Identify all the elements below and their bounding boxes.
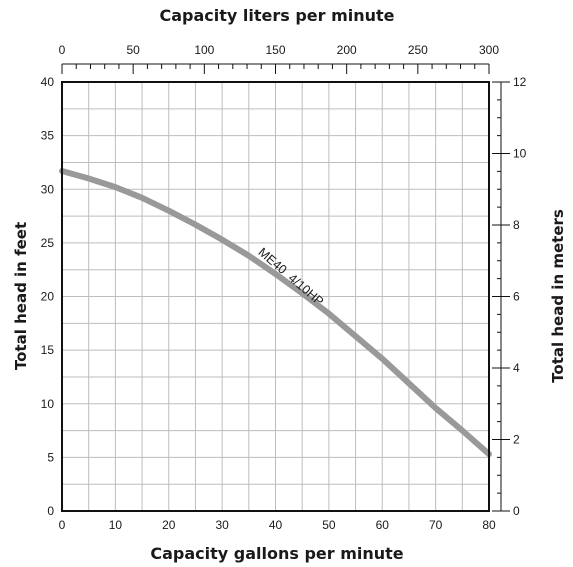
x-tick-label: 10 [109,518,123,532]
x-tick-label: 60 [376,518,390,532]
right-tick-label: 0 [513,504,520,518]
y-tick-label: 5 [47,450,54,464]
top-axis-title: Capacity liters per minute [159,6,394,25]
bottom-axis-title: Capacity gallons per minute [150,544,403,563]
y-tick-label: 15 [41,343,55,357]
x-tick-label: 30 [215,518,229,532]
y-tick-label: 0 [47,504,54,518]
right-tick-label: 12 [513,75,527,89]
top-tick-label: 200 [337,43,357,57]
y-tick-label: 20 [41,290,55,304]
top-tick-label: 100 [194,43,214,57]
x-tick-label: 80 [482,518,496,532]
right-tick-label: 6 [513,290,520,304]
top-tick-label: 300 [479,43,499,57]
top-tick-label: 250 [408,43,428,57]
top-tick-label: 150 [265,43,285,57]
right-axis-title: Total head in meters [549,209,567,383]
plot-frame [61,81,490,512]
curve-label: ME40 4/10HP [256,245,327,309]
x-tick-label: 20 [162,518,176,532]
y-tick-label: 25 [41,236,55,250]
right-tick-label: 2 [513,433,520,447]
right-tick-label: 8 [513,218,520,232]
y-tick-label: 10 [41,397,55,411]
y-tick-label: 40 [41,75,55,89]
x-tick-label: 70 [429,518,443,532]
pump-curve-line [59,168,492,458]
y-tick-label: 30 [41,182,55,196]
top-tick-label: 0 [59,43,66,57]
right-tick-label: 4 [513,361,520,375]
grid-lines [61,81,490,512]
top-tick-label: 50 [126,43,140,57]
x-tick-label: 40 [269,518,283,532]
x-tick-label: 50 [322,518,336,532]
y-tick-label: 35 [41,129,55,143]
left-axis-title: Total head in feet [12,222,30,370]
x-tick-label: 0 [59,518,66,532]
right-tick-label: 10 [513,147,527,161]
